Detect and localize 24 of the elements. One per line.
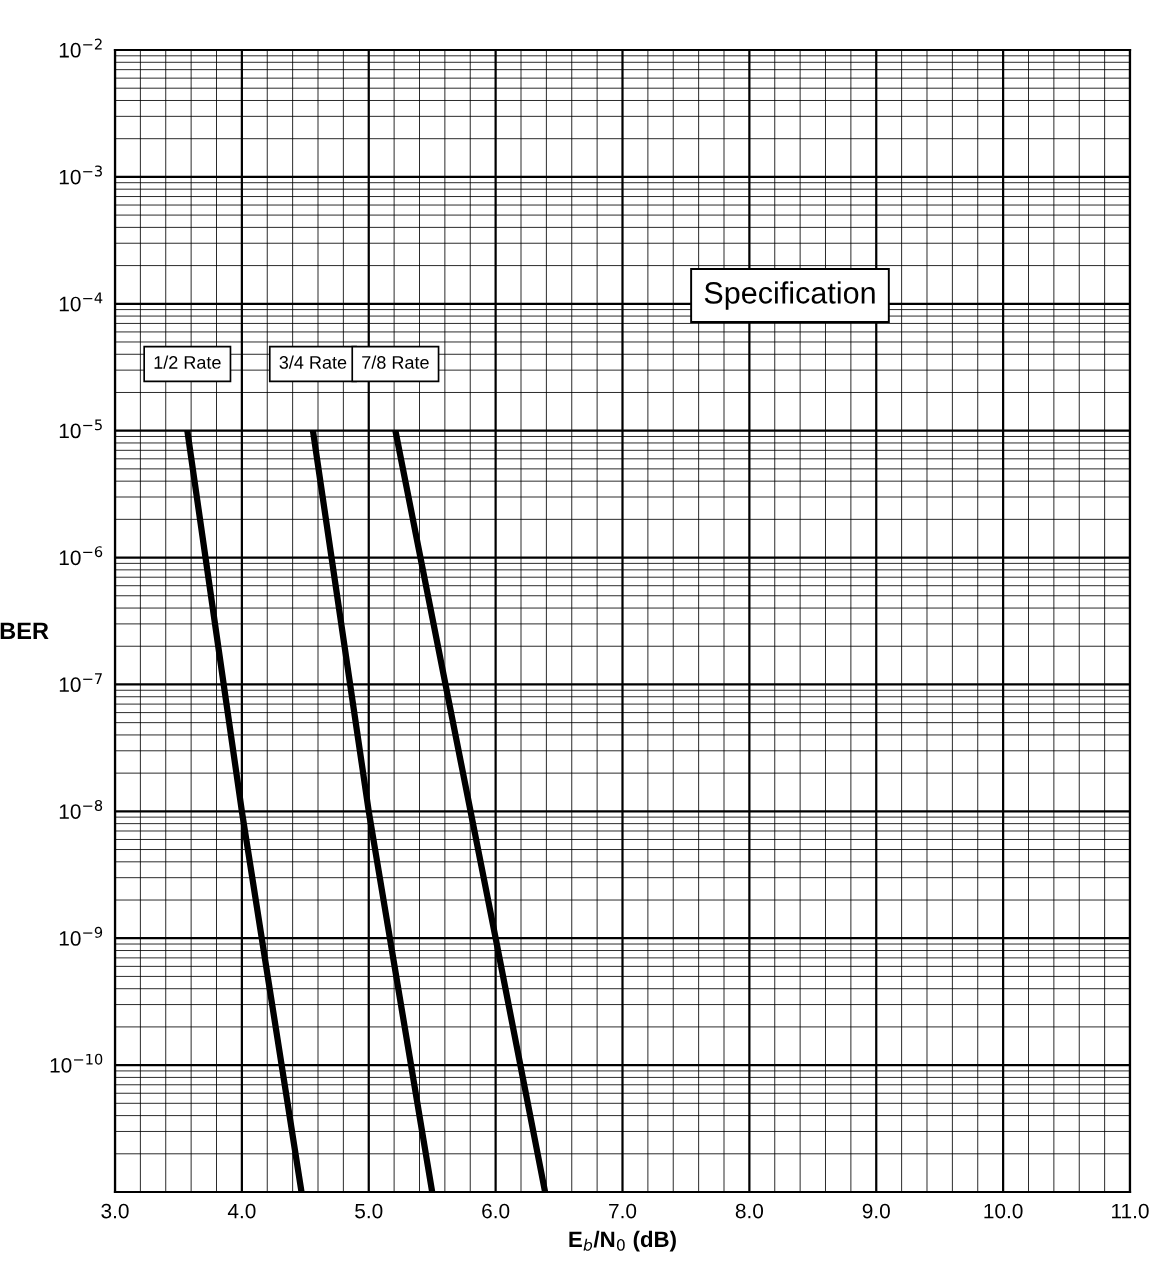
x-tick-label: 9.0 xyxy=(862,1203,890,1219)
y-tick-label: 10$^{−3}$ xyxy=(59,165,102,185)
x-tick-label: 11.0 xyxy=(1112,1203,1149,1219)
x-axis-title: E$_{b}$/N$_{0}$ (dB) xyxy=(569,1230,676,1252)
y-tick-label: 10$^{−5}$ xyxy=(59,419,102,439)
y-axis-title: BER xyxy=(0,622,49,639)
x-tick-label: 8.0 xyxy=(735,1203,764,1219)
y-tick-label: 10$^{−10}$ xyxy=(50,1053,103,1073)
y-tick-label: 10$^{−2}$ xyxy=(59,38,102,58)
y-tick-label: 10$^{−9}$ xyxy=(59,926,103,946)
x-tick-label: 4.0 xyxy=(227,1203,256,1219)
y-tick-label: 10$^{−8}$ xyxy=(59,799,103,819)
text: 3/4 Rate xyxy=(279,355,347,369)
y-tick-label: 10$^{−4}$ xyxy=(59,292,103,312)
y-tick-label: 10$^{−6}$ xyxy=(59,546,103,566)
x-tick-label: 3.0 xyxy=(101,1203,129,1219)
x-tick-label: 5.0 xyxy=(355,1203,383,1219)
annotation: Specification xyxy=(704,281,875,310)
text: 7/8 Rate xyxy=(362,355,429,369)
y-tick-label: 10$^{−7}$ xyxy=(59,673,102,693)
text: 1/2 Rate xyxy=(154,355,221,369)
x-tick-label: 6.0 xyxy=(482,1203,510,1219)
x-tick-label: 10.0 xyxy=(984,1203,1023,1219)
x-tick-label: 7.0 xyxy=(609,1203,637,1219)
